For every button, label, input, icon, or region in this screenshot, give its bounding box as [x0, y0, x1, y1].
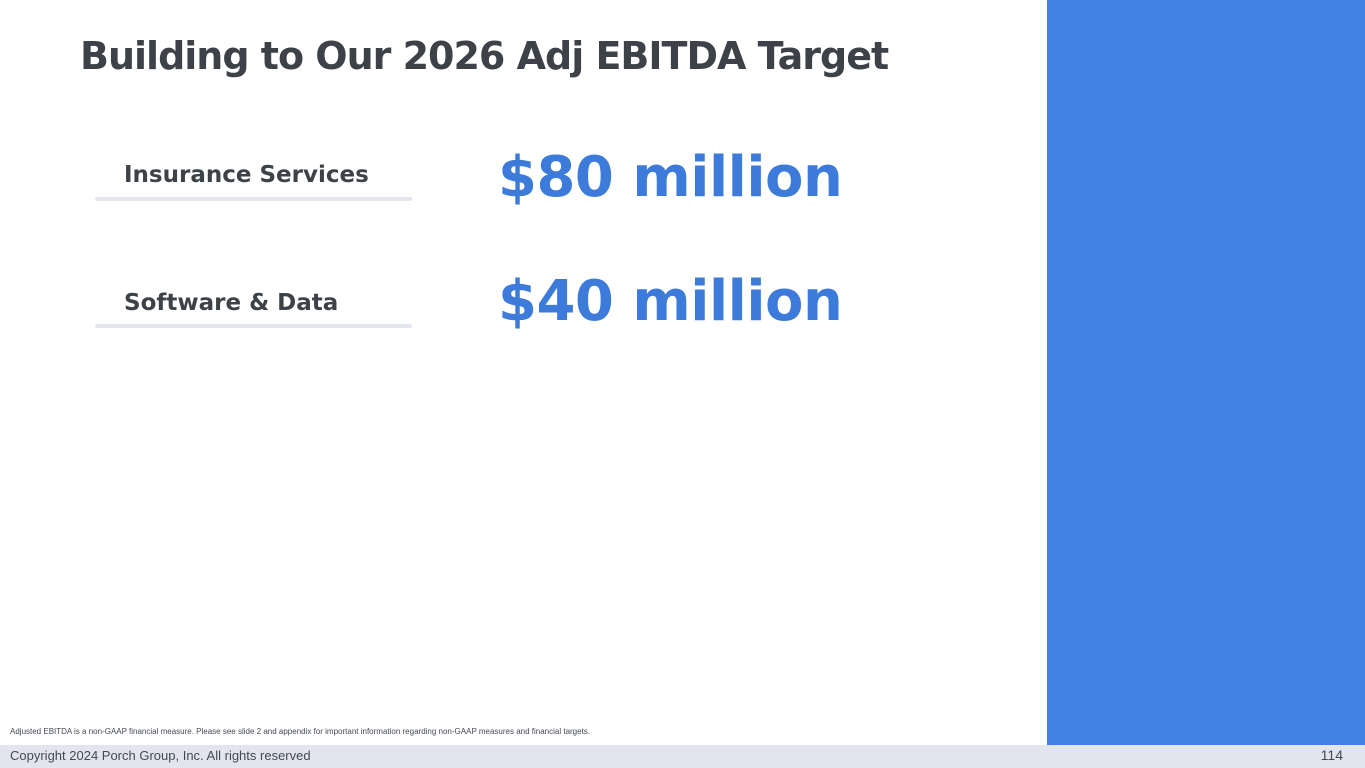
segment-value: $80 million	[498, 145, 843, 210]
accent-panel	[1047, 0, 1365, 745]
segment-underline	[95, 197, 412, 201]
segment-label: Software & Data	[124, 290, 339, 316]
slide-title: Building to Our 2026 Adj EBITDA Target	[80, 34, 889, 78]
page-number: 114	[1320, 747, 1343, 763]
segment-value: $40 million	[498, 269, 843, 334]
segment-label: Insurance Services	[124, 162, 369, 188]
footnote: Adjusted EBITDA is a non-GAAP financial …	[10, 727, 591, 736]
copyright-text: Copyright 2024 Porch Group, Inc. All rig…	[10, 748, 311, 763]
segment-underline	[95, 324, 412, 328]
footer-bar: Copyright 2024 Porch Group, Inc. All rig…	[0, 745, 1365, 768]
